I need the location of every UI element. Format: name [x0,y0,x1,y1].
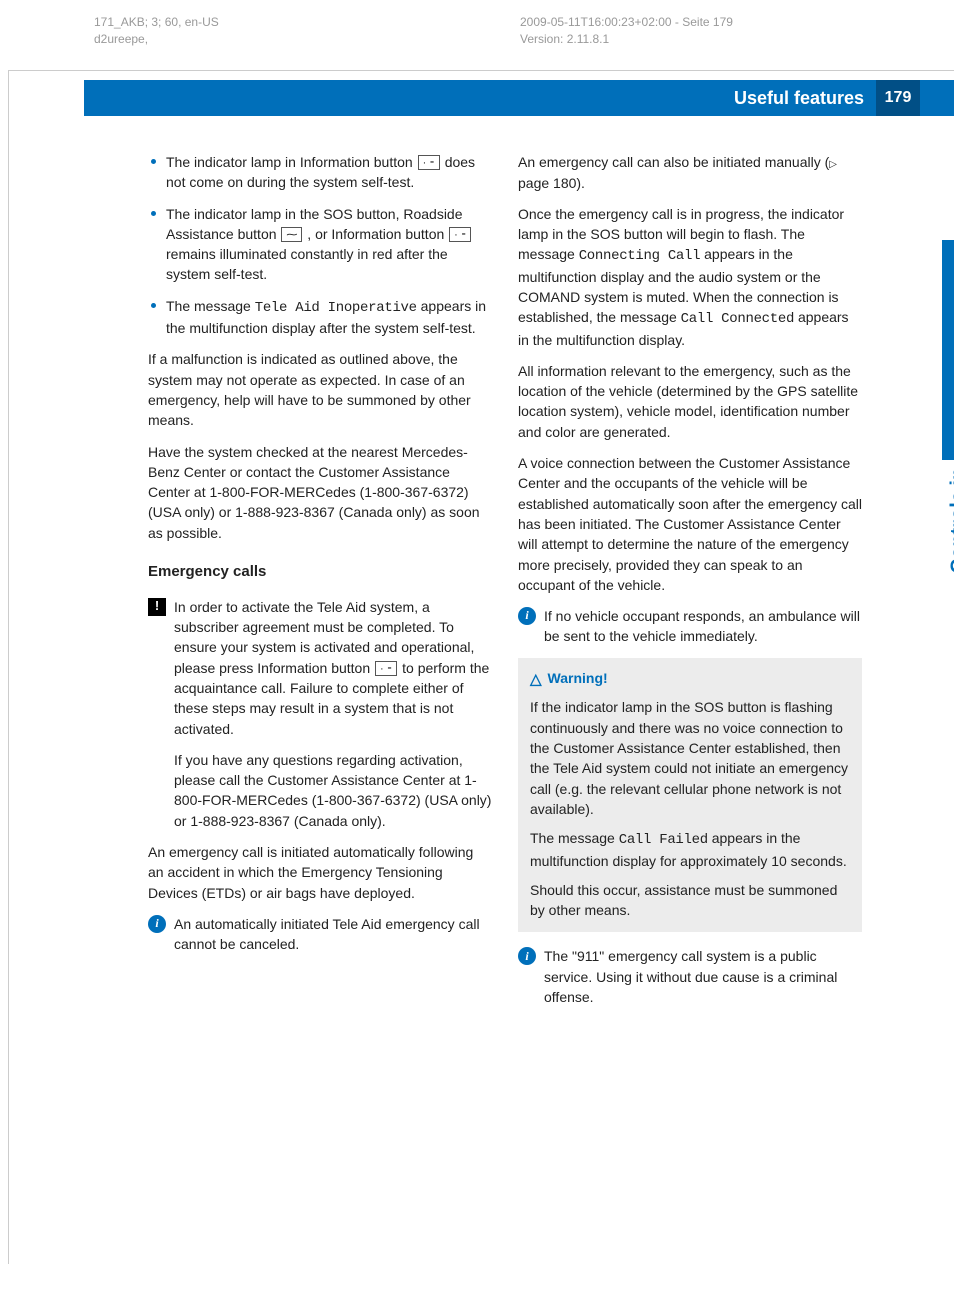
bullet-list: The indicator lamp in Information button… [148,152,492,338]
info-button-icon: · ⁃ [375,661,397,676]
paragraph: If the indicator lamp in the SOS button … [530,697,850,819]
left-column: The indicator lamp in Information button… [148,152,492,1018]
meta-left-line1: 171_AKB; 3; 60, en-US [94,14,520,31]
warning-title: △ Warning! [530,668,850,691]
vertical-rule [8,70,9,1264]
meta-right-line2: Version: 2.11.8.1 [520,31,926,48]
text: The indicator lamp in Information button [166,154,417,170]
meta-right-line1: 2009-05-11T16:00:23+02:00 - Seite 179 [520,14,926,31]
page-content: Useful features 179 Controls in detail T… [84,80,876,1294]
bullet-item: The message Tele Aid Inoperative appears… [148,296,492,339]
paragraph: The message Call Failed appears in the m… [530,828,850,871]
banner-page-number: 179 [876,80,920,116]
display-message: Connecting Call [579,248,701,264]
side-tab: Controls in detail [918,270,954,570]
info-icon: i [148,915,166,933]
meta-right: 2009-05-11T16:00:23+02:00 - Seite 179 Ve… [520,14,926,70]
bullet-item: The indicator lamp in Information button… [148,152,492,193]
bullet-item: The indicator lamp in the SOS button, Ro… [148,204,492,285]
text: Warning! [548,670,608,686]
warning-triangle-icon: △ [530,669,542,691]
info-icon: i [518,607,536,625]
info-note: i An automatically initiated Tele Aid em… [148,914,492,955]
paragraph: All information relevant to the emergenc… [518,361,862,442]
paragraph: A voice connection between the Customer … [518,453,862,595]
page-banner: Useful features 179 [84,80,954,116]
info-note: i If no vehicle occupant responds, an am… [518,606,862,647]
paragraph: Should this occur, assistance must be su… [530,880,850,921]
meta-header: 171_AKB; 3; 60, en-US d2ureepe, 2009-05-… [0,0,954,70]
display-message: Call Failed [619,832,708,848]
text: , or Information button [307,226,448,242]
columns: The indicator lamp in Information button… [148,152,862,1018]
paragraph: Have the system checked at the nearest M… [148,442,492,543]
info-button-icon: · ⁃ [449,227,471,242]
subheading: Emergency calls [148,561,492,583]
display-message: Call Connected [681,311,794,327]
horizontal-rule [8,70,954,71]
right-column: An emergency call can also be initiated … [518,152,862,1018]
paragraph: If no vehicle occupant responds, an ambu… [544,606,862,647]
display-message: Tele Aid Inoperative [255,300,417,316]
paragraph: If you have any questions regarding acti… [174,750,492,831]
exclamation-icon: ! [148,598,166,616]
meta-left: 171_AKB; 3; 60, en-US d2ureepe, [94,14,520,70]
paragraph: In order to activate the Tele Aid system… [174,597,492,739]
paragraph: An emergency call is initiated automatic… [148,842,492,903]
paragraph: If a malfunction is indicated as outline… [148,349,492,430]
info-note: i The "911" emergency call system is a p… [518,946,862,1007]
text: The message [530,830,619,846]
warning-box: △ Warning! If the indicator lamp in the S… [518,658,862,933]
text: page 180). [518,175,585,191]
paragraph: Once the emergency call is in progress, … [518,204,862,350]
paragraph: An automatically initiated Tele Aid emer… [174,914,492,955]
triangle-icon: ▷ [829,159,837,170]
text: remains illuminated constantly in red af… [166,246,448,282]
text: The message [166,298,255,314]
meta-left-line2: d2ureepe, [94,31,520,48]
info-button-icon: · ⁃ [418,155,440,170]
wrench-button-icon: ⁓ [281,227,302,242]
paragraph: An emergency call can also be initiated … [518,152,862,193]
text: An emergency call can also be initiated … [518,154,829,170]
side-tab-text: Controls in detail [944,410,954,573]
banner-title: Useful features [734,85,876,111]
important-note: ! In order to activate the Tele Aid syst… [148,597,492,831]
info-icon: i [518,947,536,965]
paragraph: The "911" emergency call system is a pub… [544,946,862,1007]
